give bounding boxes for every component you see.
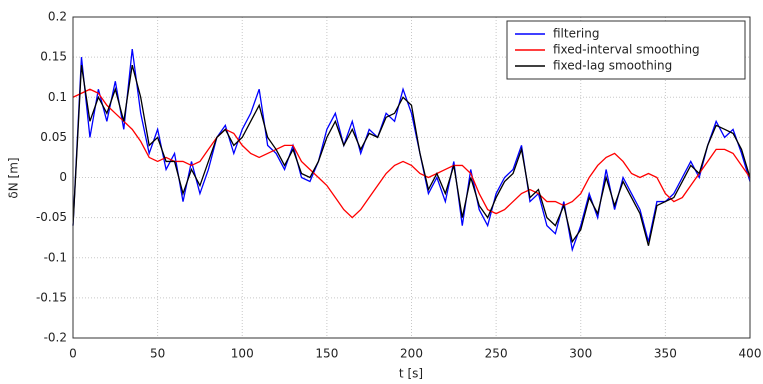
y-axis-label: δN [m] (7, 157, 21, 198)
series-line (72, 88, 751, 219)
y-tick-label: 0.05 (40, 130, 67, 144)
x-tick-label: 100 (231, 347, 254, 361)
x-tick-label: 0 (69, 347, 77, 361)
y-tick-label: -0.2 (44, 331, 67, 345)
x-tick-label: 400 (739, 347, 762, 361)
y-tick-label: -0.15 (36, 290, 67, 304)
x-tick-label: 250 (485, 347, 508, 361)
legend-box (506, 20, 746, 80)
series-line (72, 49, 751, 253)
y-tick-label: 0 (59, 170, 67, 184)
legend-label: filtering (553, 27, 599, 41)
x-tick-label: 50 (150, 347, 165, 361)
y-tick-label: -0.1 (44, 250, 67, 264)
series-line (72, 64, 751, 246)
legend: filtering fixed-interval smoothing fixed-l… (506, 20, 746, 80)
x-tick-label: 300 (569, 347, 592, 361)
y-tick-label: -0.05 (36, 210, 67, 224)
y-tick-label: 0.15 (40, 50, 67, 64)
x-tick-label: 150 (315, 347, 338, 361)
x-axis-label: t [s] (399, 367, 423, 381)
y-tick-label: 0.1 (48, 90, 67, 104)
legend-label: fixed-interval smoothing (553, 43, 700, 57)
x-tick-label: 200 (400, 347, 423, 361)
legend-label: fixed-lag smoothing (553, 59, 672, 73)
y-tick-label: 0.2 (48, 10, 67, 24)
x-tick-label: 350 (654, 347, 677, 361)
plot-frame (72, 16, 751, 339)
